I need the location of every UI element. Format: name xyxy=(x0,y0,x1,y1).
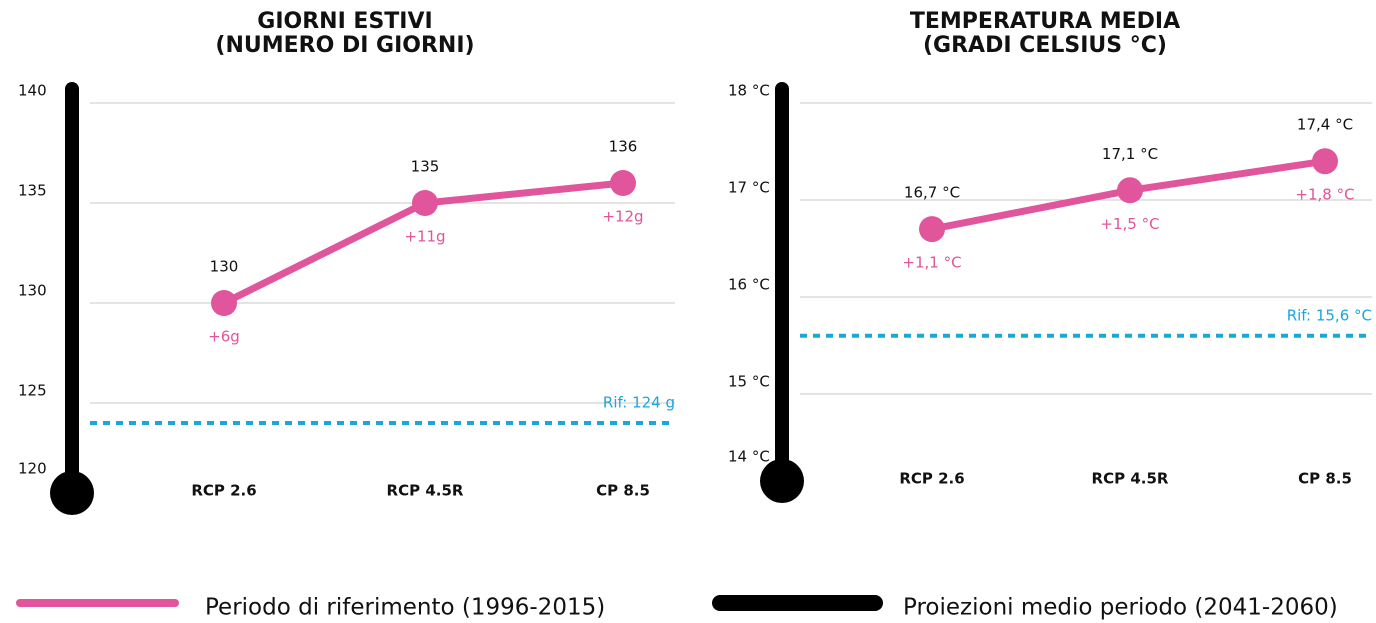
y-tick-label: 120 xyxy=(18,460,47,478)
y-tick-label: 14 °C xyxy=(728,448,770,466)
x-tick-label: CP 8.5 xyxy=(596,482,650,500)
x-tick-label: RCP 4.5R xyxy=(1092,470,1169,488)
value-label: 17,1 °C xyxy=(1102,145,1158,163)
value-label: 130 xyxy=(210,258,239,276)
data-point xyxy=(1312,148,1338,175)
x-tick-label: RCP 2.6 xyxy=(899,470,964,488)
chart-title: TEMPERATURA MEDIA xyxy=(910,9,1180,34)
chart-title: GIORNI ESTIVI xyxy=(257,9,432,34)
value-label: 135 xyxy=(411,158,440,176)
y-tick-label: 16 °C xyxy=(728,276,770,294)
y-tick-label: 17 °C xyxy=(728,179,770,197)
data-point xyxy=(610,170,636,196)
x-tick-label: RCP 2.6 xyxy=(191,482,256,500)
thermometer-bulb xyxy=(50,471,94,515)
y-tick-label: 15 °C xyxy=(728,373,770,391)
delta-label: +1,8 °C xyxy=(1295,186,1354,204)
delta-label: +1,5 °C xyxy=(1100,215,1159,233)
chart-subtitle: (GRADI CELSIUS °C) xyxy=(923,33,1167,58)
y-tick-label: 140 xyxy=(18,82,47,100)
y-tick-label: 125 xyxy=(18,382,47,400)
thermometer-bulb xyxy=(760,459,804,503)
delta-label: +11g xyxy=(404,228,445,246)
data-point xyxy=(412,190,438,216)
delta-label: +6g xyxy=(208,328,240,346)
delta-label: +12g xyxy=(602,208,643,226)
legend-label: Periodo di riferimento (1996-2015) xyxy=(205,595,605,621)
x-tick-label: RCP 4.5R xyxy=(387,482,464,500)
x-tick-label: CP 8.5 xyxy=(1298,470,1352,488)
chart-subtitle: (NUMERO DI GIORNI) xyxy=(215,33,474,58)
y-tick-label: 18 °C xyxy=(728,82,770,100)
data-point xyxy=(919,216,945,243)
y-tick-label: 130 xyxy=(18,282,47,300)
legend-label: Proiezioni medio periodo (2041-2060) xyxy=(903,595,1338,621)
data-point xyxy=(1117,177,1143,204)
value-label: 17,4 °C xyxy=(1297,116,1353,134)
reference-label: Rif: 124 g xyxy=(603,394,675,412)
delta-label: +1,1 °C xyxy=(902,254,961,272)
reference-label: Rif: 15,6 °C xyxy=(1287,306,1372,324)
y-tick-label: 135 xyxy=(18,182,47,200)
data-point xyxy=(211,290,237,316)
value-label: 136 xyxy=(609,138,638,156)
value-label: 16,7 °C xyxy=(904,184,960,202)
